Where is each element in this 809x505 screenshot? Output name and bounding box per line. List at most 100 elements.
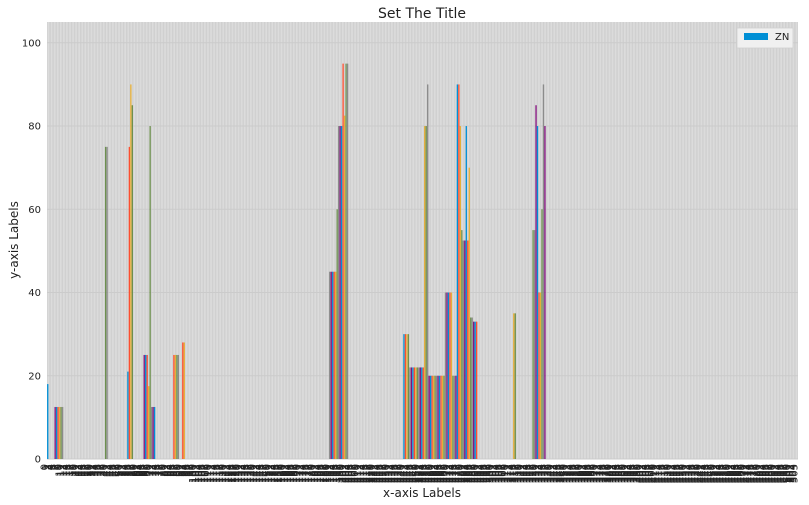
- x-tick-label: 12: [58, 464, 69, 477]
- x-tick-label: 80: [158, 464, 169, 477]
- bar: [449, 292, 451, 459]
- x-tick-label: 244: [402, 464, 413, 483]
- x-tick-label: 351: [561, 464, 572, 483]
- x-tick-label: 447: [703, 464, 714, 483]
- x-tick-label: 251: [412, 464, 423, 483]
- x-tick-label: 364: [580, 464, 591, 483]
- x-tick-label: 334: [535, 464, 546, 483]
- x-tick-label: 440: [693, 464, 704, 483]
- x-tick-label: 71: [145, 464, 156, 477]
- x-tick-label: 494: [773, 464, 784, 483]
- x-tick-label: 479: [751, 464, 762, 483]
- x-tick-label: 4: [46, 464, 57, 470]
- x-tick-label: 502: [785, 464, 796, 483]
- x-tick-label: 15: [62, 464, 73, 477]
- x-tick-label: 468: [734, 464, 745, 483]
- x-tick-label: 61: [130, 464, 141, 477]
- x-tick-label: 136: [242, 464, 253, 483]
- x-tick-label: 313: [504, 464, 515, 483]
- x-tick-label: 288: [467, 464, 478, 483]
- x-tick-label: 333: [534, 464, 545, 483]
- x-tick-label: 242: [399, 464, 410, 483]
- bar: [476, 321, 478, 459]
- x-tick-label: 472: [740, 464, 751, 483]
- x-tick-label: 404: [639, 464, 650, 483]
- x-tick-label: 190: [322, 464, 333, 483]
- bar: [462, 240, 464, 459]
- x-tick-label: 133: [237, 464, 248, 483]
- x-tick-label: 48: [111, 464, 122, 477]
- x-tick-label: 138: [245, 464, 256, 483]
- x-tick-label: 76: [153, 464, 164, 477]
- x-tick-label: 474: [743, 464, 754, 483]
- x-tick-label: 114: [209, 464, 220, 483]
- x-tick-label: 303: [489, 464, 500, 483]
- x-tick-label: 452: [711, 464, 722, 483]
- bar: [434, 375, 436, 459]
- bar: [174, 354, 177, 459]
- x-tick-label: 96: [182, 464, 193, 477]
- x-tick-label: 282: [458, 464, 469, 483]
- x-tick-label: 290: [470, 464, 481, 483]
- x-tick-label: 51: [115, 464, 126, 477]
- x-tick-label: 209: [350, 464, 361, 483]
- x-tick-label: 104: [194, 464, 205, 483]
- x-tick-label: 257: [421, 464, 432, 483]
- x-tick-label: 246: [405, 464, 416, 483]
- x-tick-label: 417: [659, 464, 670, 483]
- x-tick-label: 504: [788, 464, 799, 483]
- x-tick-label: 324: [521, 464, 532, 483]
- bar: [403, 334, 405, 459]
- legend: ZN: [736, 27, 794, 49]
- x-tick-label: 297: [481, 464, 492, 483]
- x-tick-label: 441: [694, 464, 705, 483]
- x-tick-label: 272: [443, 464, 454, 483]
- x-tick-label: 135: [240, 464, 251, 483]
- x-tick-label: 18: [66, 464, 77, 477]
- x-tick-label: 278: [452, 464, 463, 483]
- x-tick-label: 243: [400, 464, 411, 483]
- bar: [415, 367, 417, 459]
- bar: [183, 342, 185, 459]
- x-tick-label: 363: [579, 464, 590, 483]
- x-tick-label: 365: [581, 464, 592, 483]
- x-tick-label: 91: [175, 464, 186, 477]
- x-tick-label: 392: [622, 464, 633, 483]
- x-tick-label: 398: [630, 464, 641, 483]
- x-tick-label: 267: [436, 464, 447, 483]
- x-tick-label: 410: [648, 464, 659, 483]
- bar: [406, 334, 408, 459]
- x-tick-label: 30: [84, 464, 95, 477]
- x-tick-label: 344: [550, 464, 561, 483]
- x-tick-label: 34: [90, 464, 101, 477]
- x-tick-label: 207: [347, 464, 358, 483]
- x-tick-label: 375: [596, 464, 607, 483]
- x-tick-label: 93: [178, 464, 189, 477]
- x-tick-label: 455: [715, 464, 726, 483]
- bar: [453, 375, 456, 459]
- x-tick-label: 269: [439, 464, 450, 483]
- x-tick-label: 139: [246, 464, 257, 483]
- x-tick-label: 348: [556, 464, 567, 483]
- y-axis-label: y-axis Labels: [7, 201, 21, 279]
- bar: [424, 126, 426, 460]
- x-tick-label: 128: [230, 464, 241, 483]
- bar: [146, 354, 148, 459]
- chart-title: Set The Title: [378, 6, 466, 22]
- x-tick-label: 141: [249, 464, 260, 483]
- x-tick-label: 41: [101, 464, 112, 477]
- x-tick-label: 88: [170, 464, 181, 477]
- x-tick-label: 444: [699, 464, 710, 483]
- x-tick-label: 224: [372, 464, 383, 483]
- x-tick-label: 377: [599, 464, 610, 483]
- x-tick-label: 241: [397, 464, 408, 483]
- bar: [432, 375, 435, 459]
- x-tick-label: 223: [371, 464, 382, 483]
- x-tick-label: 115: [210, 464, 221, 483]
- x-tick-label: 245: [403, 464, 414, 483]
- x-tick-label: 62: [132, 464, 143, 477]
- bar: [54, 406, 56, 459]
- x-tick-label: 336: [538, 464, 549, 483]
- x-tick-label: 304: [491, 464, 502, 483]
